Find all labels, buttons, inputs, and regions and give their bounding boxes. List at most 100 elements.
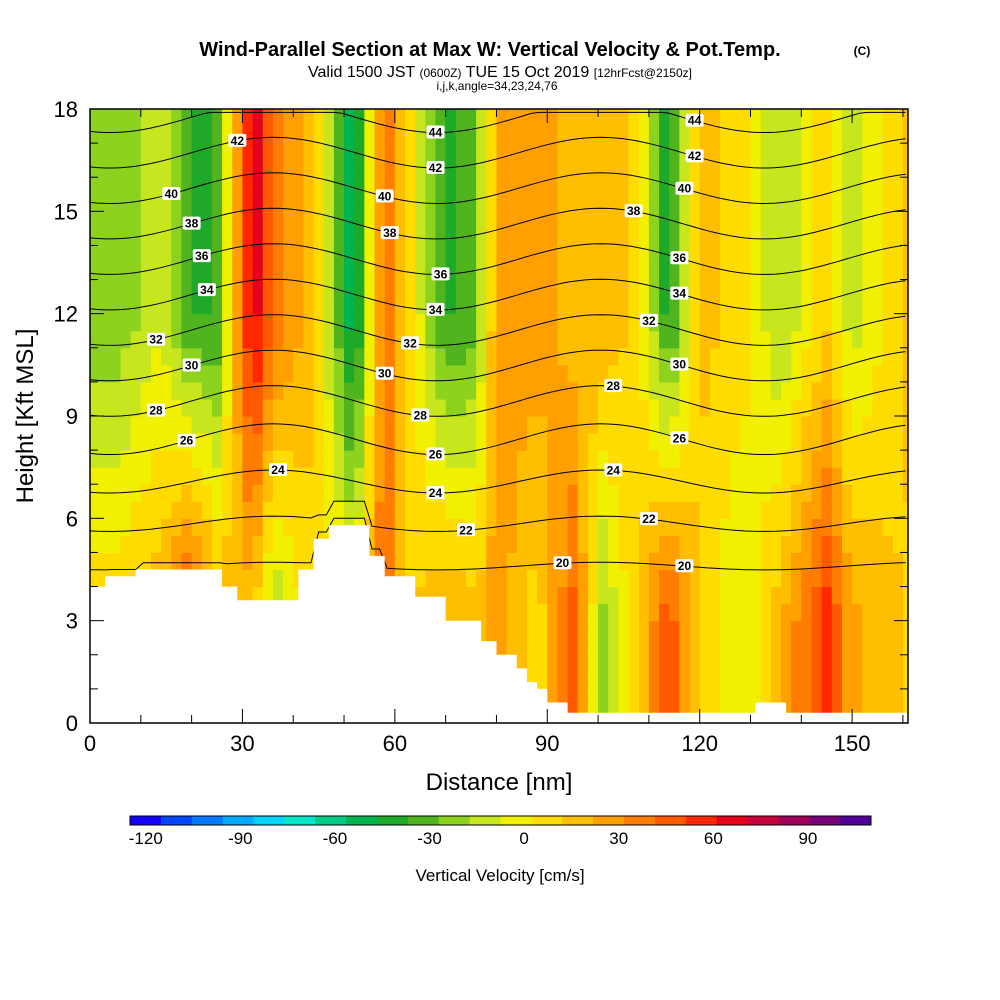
velocity-cell — [242, 586, 254, 605]
velocity-cell — [394, 245, 406, 264]
velocity-cell — [252, 160, 264, 178]
velocity-cell — [862, 484, 874, 502]
velocity-cell — [344, 467, 355, 485]
velocity-cell — [181, 552, 193, 571]
velocity-cell — [445, 109, 457, 127]
velocity-cell — [171, 194, 183, 212]
velocity-cell — [791, 450, 802, 468]
velocity-cell — [526, 569, 538, 588]
velocity-cell — [455, 245, 467, 264]
velocity-cell — [628, 586, 640, 605]
velocity-cell — [659, 671, 670, 690]
velocity-cell — [486, 603, 498, 622]
isentrope-label: 42 — [688, 149, 702, 163]
velocity-cell — [577, 552, 589, 571]
velocity-cell — [354, 313, 365, 332]
velocity-cell — [628, 109, 640, 127]
velocity-cell — [171, 535, 183, 554]
velocity-cell — [242, 262, 254, 281]
velocity-cell — [770, 262, 782, 281]
velocity-cell — [689, 177, 701, 195]
velocity-cell — [242, 194, 254, 212]
velocity-cell — [618, 620, 630, 639]
velocity-cell — [659, 262, 670, 281]
velocity-cell — [486, 398, 498, 417]
velocity-cell — [699, 637, 711, 656]
velocity-cell — [659, 501, 670, 519]
velocity-cell — [293, 296, 304, 315]
velocity-cell — [110, 347, 122, 366]
velocity-cell — [191, 313, 203, 332]
velocity-cell — [791, 381, 802, 400]
velocity-cell — [608, 245, 619, 264]
velocity-cell — [841, 416, 853, 434]
velocity-cell — [811, 296, 823, 315]
velocity-cell — [100, 262, 111, 281]
velocity-cell — [537, 160, 548, 178]
isentrope-label: 44 — [429, 126, 443, 140]
isentrope-label: 34 — [673, 287, 687, 301]
velocity-cell — [577, 194, 589, 212]
velocity-cell — [587, 177, 599, 195]
velocity-cell — [313, 177, 325, 195]
isentrope-label: 28 — [414, 409, 428, 423]
velocity-cell — [740, 194, 752, 212]
velocity-cell — [750, 245, 762, 264]
velocity-cell — [567, 620, 579, 639]
velocity-cell — [598, 211, 609, 229]
velocity-cell — [150, 262, 162, 281]
velocity-cell — [516, 535, 528, 554]
velocity-cell — [181, 450, 193, 468]
velocity-cell — [242, 433, 254, 451]
velocity-cell — [506, 211, 518, 229]
velocity-cell — [272, 330, 284, 349]
velocity-cell — [659, 398, 670, 417]
velocity-cell — [730, 518, 741, 536]
velocity-cell — [476, 245, 487, 264]
velocity-cell — [130, 126, 142, 144]
velocity-cell — [293, 364, 304, 383]
velocity-cell — [323, 126, 335, 144]
velocity-cell — [841, 620, 853, 639]
velocity-cell — [161, 313, 172, 332]
velocity-cell — [506, 450, 518, 468]
velocity-cell — [872, 330, 884, 349]
velocity-cell — [313, 416, 325, 434]
velocity-cell — [222, 501, 233, 519]
velocity-cell — [333, 279, 345, 298]
velocity-cell — [577, 688, 589, 707]
velocity-cell — [638, 450, 650, 468]
velocity-cell — [506, 347, 518, 366]
velocity-cell — [638, 330, 650, 349]
velocity-cell — [882, 211, 894, 229]
velocity-cell — [394, 194, 406, 212]
velocity-cell — [567, 160, 579, 178]
velocity-cell — [120, 416, 132, 434]
velocity-cell — [770, 381, 782, 400]
velocity-cell — [831, 262, 843, 281]
velocity-cell — [496, 501, 508, 519]
velocity-cell — [313, 433, 325, 451]
velocity-cell — [821, 688, 833, 707]
velocity-cell — [852, 671, 863, 690]
velocity-cell — [374, 313, 386, 332]
velocity-cell — [547, 126, 559, 144]
velocity-cell — [232, 518, 244, 536]
velocity-cell — [587, 313, 599, 332]
velocity-cell — [354, 194, 365, 212]
velocity-cell — [902, 620, 908, 639]
velocity-cell — [303, 228, 315, 247]
velocity-cell — [150, 211, 162, 229]
velocity-cell — [425, 552, 437, 571]
velocity-cell — [415, 416, 426, 434]
velocity-cell — [161, 228, 172, 247]
velocity-cell — [699, 654, 711, 673]
velocity-cell — [354, 381, 365, 400]
velocity-cell — [648, 569, 660, 588]
velocity-cell — [648, 637, 660, 656]
velocity-cell — [689, 654, 701, 673]
velocity-cell — [516, 347, 528, 366]
velocity-cell — [892, 177, 904, 195]
velocity-cell — [801, 501, 813, 519]
velocity-cell — [862, 654, 874, 673]
